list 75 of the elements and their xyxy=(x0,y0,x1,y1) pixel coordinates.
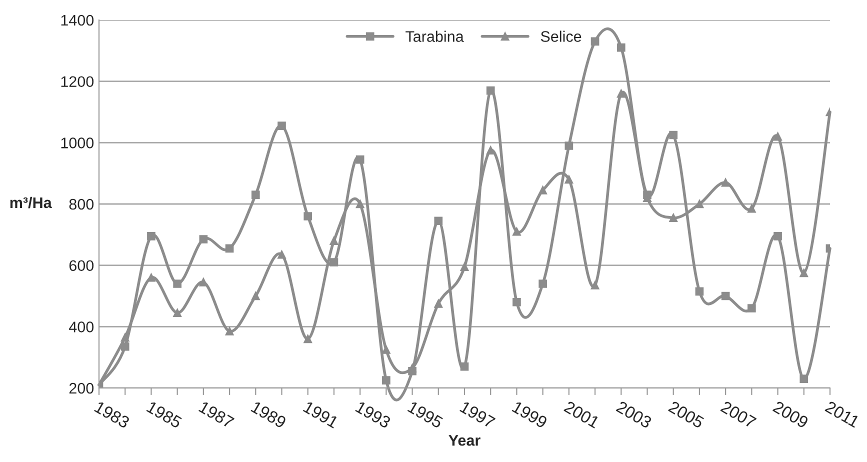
y-tick-label: 600 xyxy=(69,260,94,272)
point xyxy=(356,200,364,208)
x-axis-title: Year xyxy=(448,435,480,446)
point xyxy=(695,287,704,296)
point xyxy=(356,155,364,164)
y-tick-label: 1400 xyxy=(61,14,94,26)
point xyxy=(538,186,547,194)
point xyxy=(486,146,495,154)
point xyxy=(748,204,756,213)
x-tick-label: 2009 xyxy=(772,400,809,429)
y-tick-label: 800 xyxy=(69,198,94,210)
point xyxy=(278,250,286,259)
point xyxy=(225,244,234,253)
x-tick-label: 1985 xyxy=(146,400,182,429)
point xyxy=(564,142,574,150)
x-tick-label: 1983 xyxy=(94,400,130,429)
point xyxy=(774,132,782,141)
point xyxy=(330,236,338,245)
point xyxy=(330,258,338,266)
point xyxy=(669,130,678,140)
point xyxy=(225,327,234,336)
y-tick-label: 400 xyxy=(69,322,94,332)
point xyxy=(512,227,521,236)
point xyxy=(800,268,808,278)
x-tick-label: 2005 xyxy=(668,400,705,429)
point xyxy=(486,86,495,95)
x-tick-label: 2001 xyxy=(564,400,600,429)
point xyxy=(251,292,260,300)
point xyxy=(538,280,547,288)
point xyxy=(512,298,521,306)
point xyxy=(251,190,260,199)
x-tick-label: 2011 xyxy=(824,400,860,428)
point xyxy=(721,292,730,300)
y-tick-label: 1200 xyxy=(61,76,94,88)
point xyxy=(590,37,600,46)
point xyxy=(173,308,182,318)
point xyxy=(695,200,704,208)
point xyxy=(173,280,182,288)
point xyxy=(120,333,130,342)
x-tick-label: 2003 xyxy=(616,400,652,429)
point xyxy=(564,175,574,184)
point xyxy=(304,212,312,220)
point xyxy=(147,273,156,282)
point xyxy=(434,300,443,308)
point xyxy=(120,342,130,351)
point xyxy=(721,178,730,187)
x-tick-label: 1989 xyxy=(250,400,287,429)
point xyxy=(147,232,156,240)
legend-label: Tarabina xyxy=(406,30,464,42)
point xyxy=(199,235,208,244)
point xyxy=(434,216,443,226)
point xyxy=(382,346,390,354)
x-tick-label: 2007 xyxy=(720,400,757,429)
point xyxy=(800,374,808,383)
x-tick-label: 1995 xyxy=(407,400,444,429)
point xyxy=(616,89,626,98)
y-tick-label: 200 xyxy=(69,382,94,394)
point xyxy=(460,262,469,272)
x-tick-label: 1987 xyxy=(198,400,235,429)
x-tick-label: 1999 xyxy=(512,400,548,429)
y-axis-title: m³/Ha xyxy=(10,196,52,208)
x-tick-label: 1993 xyxy=(355,400,392,429)
point xyxy=(590,281,600,290)
point xyxy=(278,122,286,130)
point xyxy=(460,362,469,371)
x-tick-label: 1997 xyxy=(459,400,496,429)
y-tick-label: 1000 xyxy=(61,138,94,148)
point xyxy=(616,43,626,52)
x-tick-label: 1991 xyxy=(302,400,340,429)
point xyxy=(774,232,782,240)
point xyxy=(748,304,756,312)
point xyxy=(382,376,390,384)
point xyxy=(304,334,312,344)
legend-label: Selice xyxy=(540,30,582,42)
point xyxy=(669,214,678,222)
